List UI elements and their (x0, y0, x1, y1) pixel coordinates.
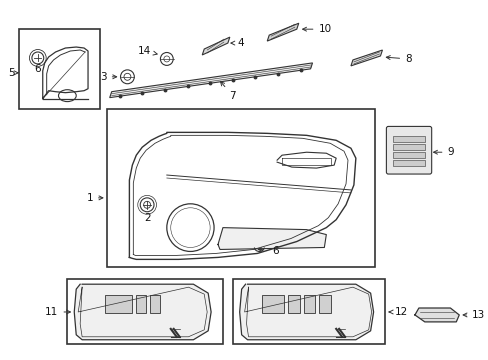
Text: 14: 14 (138, 46, 157, 56)
Polygon shape (74, 284, 211, 340)
Bar (232, 279, 385, 344)
Bar (287, 295, 299, 313)
FancyBboxPatch shape (386, 126, 431, 174)
Bar (136, 295, 146, 313)
Text: 9: 9 (433, 147, 453, 157)
Bar (19, 29, 100, 109)
Bar (150, 295, 160, 313)
Text: 5: 5 (8, 68, 18, 78)
Text: 3: 3 (100, 72, 117, 82)
Text: 10: 10 (302, 24, 331, 34)
Bar (392, 152, 424, 158)
Bar (392, 160, 424, 166)
Bar (67, 279, 223, 344)
Bar (262, 295, 284, 313)
Text: 2: 2 (143, 213, 150, 223)
Bar (104, 295, 132, 313)
Text: 8: 8 (386, 54, 411, 64)
Polygon shape (239, 284, 373, 340)
Bar (106, 109, 374, 267)
Text: 6: 6 (271, 247, 278, 256)
Polygon shape (414, 308, 458, 322)
Polygon shape (202, 37, 229, 55)
Text: 6: 6 (35, 64, 41, 74)
Text: 13: 13 (462, 310, 484, 320)
Polygon shape (109, 63, 312, 98)
Text: 7: 7 (220, 82, 236, 101)
Bar (303, 295, 315, 313)
Polygon shape (350, 50, 382, 66)
Text: 12: 12 (388, 307, 407, 317)
Text: 1: 1 (86, 193, 102, 203)
Bar (392, 136, 424, 142)
Bar (392, 144, 424, 150)
Bar (319, 295, 330, 313)
Polygon shape (267, 23, 298, 41)
Polygon shape (218, 228, 325, 249)
Text: 4: 4 (230, 38, 244, 48)
Text: 11: 11 (45, 307, 70, 317)
